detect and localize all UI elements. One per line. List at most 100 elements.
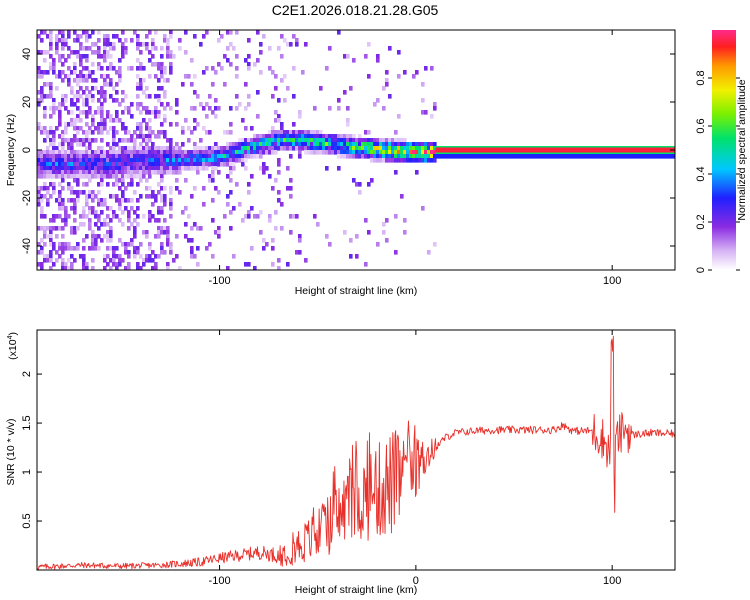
heatmap-cell (433, 106, 437, 111)
heatmap-cell (388, 138, 392, 143)
heatmap-cell (289, 186, 293, 191)
heatmap-cell (82, 66, 86, 71)
heatmap-cell (403, 230, 407, 235)
heatmap-cell (40, 158, 44, 163)
heatmap-cell (394, 138, 398, 143)
heatmap-cell (193, 106, 197, 111)
heatmap-cell (136, 74, 140, 79)
heatmap-cell (46, 202, 50, 207)
heatmap-cell (148, 50, 152, 55)
heatmap-cell (121, 170, 125, 175)
heatmap-cell (103, 90, 107, 95)
heatmap-cell (415, 150, 419, 155)
heatmap-cell (61, 130, 65, 135)
heatmap-cell (106, 66, 110, 71)
heatmap-cell (196, 150, 200, 155)
heatmap-cell (79, 126, 83, 131)
heatmap-cell (142, 258, 146, 263)
heatmap-cell (424, 142, 428, 147)
heatmap-cell (43, 182, 47, 187)
heatmap-cell (100, 158, 104, 163)
heatmap-cell (385, 150, 389, 155)
heatmap-cell (145, 42, 149, 47)
heatmap-cell (67, 214, 71, 219)
heatmap-cell (412, 154, 416, 159)
heatmap-cell (178, 166, 182, 171)
heatmap-cell (76, 242, 80, 247)
heatmap-cell (280, 142, 284, 147)
heatmap-cell (82, 222, 86, 227)
heatmap-cell (289, 42, 293, 47)
heatmap-cell (160, 158, 164, 163)
heatmap-cell (67, 154, 71, 159)
heatmap-cell (88, 154, 92, 159)
chart-title: C2E1.2026.018.21.28.G05 (272, 2, 439, 18)
heatmap-cell (112, 210, 116, 215)
heatmap-cell (415, 170, 419, 175)
heatmap-cell (91, 114, 95, 119)
heatmap-cell (40, 38, 44, 43)
heatmap-cell (85, 214, 89, 219)
heatmap-cell (301, 146, 305, 151)
heatmap-cell (136, 122, 140, 127)
heatmap-cell (310, 138, 314, 143)
heatmap-cell (124, 50, 128, 55)
heatmap-cell (70, 206, 74, 211)
heatmap-cell (64, 162, 68, 167)
heatmap-cell (40, 90, 44, 95)
heatmap-cell (124, 174, 128, 179)
heatmap-cell (58, 202, 62, 207)
heatmap-cell (298, 134, 302, 139)
heatmap-cell (271, 142, 275, 147)
heatmap-cell (64, 206, 68, 211)
heatmap-cell (49, 158, 53, 163)
heatmap-cell (40, 86, 44, 91)
heatmap-cell (193, 158, 197, 163)
heatmap-cell (292, 134, 296, 139)
heatmap-cell (190, 166, 194, 171)
heatmap-cell (358, 182, 362, 187)
heatmap-cell (154, 94, 158, 99)
heatmap-cell (109, 206, 113, 211)
heatmap-cell (43, 138, 47, 143)
heatmap-cell (427, 146, 431, 151)
heatmap-cell (46, 226, 50, 231)
heatmap-cell (46, 166, 50, 171)
heatmap-cell (61, 34, 65, 39)
heatmap-cell (136, 166, 140, 171)
heatmap-cell (115, 266, 119, 270)
heatmap-cell (169, 154, 173, 159)
heatmap-cell (112, 150, 116, 155)
snr-y-tick-label: 1.5 (21, 415, 33, 430)
heatmap-cell (220, 158, 224, 163)
heatmap-cell (400, 150, 404, 155)
heatmap-cell (133, 170, 137, 175)
heatmap-cell (271, 130, 275, 135)
heatmap-cell (190, 162, 194, 167)
heatmap-cell (127, 266, 131, 270)
heatmap-cell (64, 262, 68, 267)
heatmap-cell (364, 154, 368, 159)
heatmap-cell (289, 130, 293, 135)
heatmap-cell (88, 162, 92, 167)
heatmap-cell (160, 242, 164, 247)
heatmap-cell (40, 130, 44, 135)
heatmap-cell (208, 158, 212, 163)
heatmap-cell (229, 226, 233, 231)
heatmap-cell (406, 146, 410, 151)
heatmap-cell (421, 158, 425, 163)
heatmap-cell (295, 138, 299, 143)
heatmap-cell (85, 54, 89, 59)
heatmap-cell (127, 250, 131, 255)
heatmap-cell (91, 30, 95, 35)
heatmap-cell (52, 138, 56, 143)
heatmap-cell (97, 150, 101, 155)
heatmap-cell (43, 110, 47, 115)
heatmap-cells (37, 30, 675, 270)
heatmap-cell (124, 106, 128, 111)
heatmap-cell (88, 194, 92, 199)
heatmap-cell (184, 154, 188, 159)
heatmap-cell (145, 166, 149, 171)
heatmap-cell (100, 106, 104, 111)
heatmap-cell (136, 134, 140, 139)
